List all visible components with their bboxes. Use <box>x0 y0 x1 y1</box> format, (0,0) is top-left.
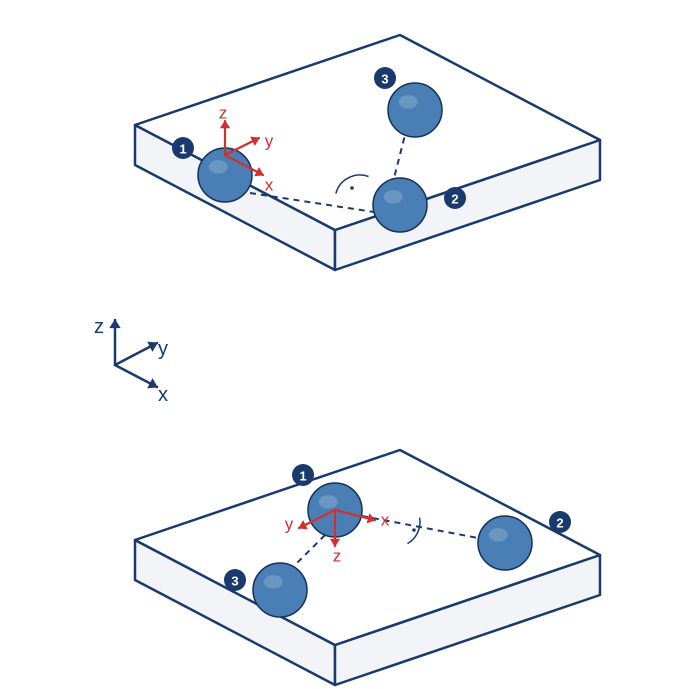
node-badge-1: 1 <box>172 137 194 159</box>
node-badge-label: 1 <box>179 142 186 157</box>
sphere-3 <box>388 83 442 137</box>
node-badge-label: 3 <box>231 574 238 589</box>
global-axis-label-z: z <box>94 316 104 338</box>
node-badge-3: 3 <box>374 67 396 89</box>
sphere-2 <box>373 178 427 232</box>
global-axes: z y x <box>94 316 168 406</box>
node-badge-1: 1 <box>292 464 314 486</box>
global-axis-label-x: x <box>158 384 168 406</box>
node-badge-label: 3 <box>381 72 388 87</box>
diagram-canvas: 1 2 3 z y x 1 2 3 y z x z y x <box>0 0 673 689</box>
axis-label-y: y <box>285 515 294 534</box>
global-axis-label-y: y <box>158 338 168 360</box>
node-badge-2: 2 <box>549 511 571 533</box>
axis-label-x: x <box>381 511 390 530</box>
upper-slab: 1 2 3 z y x <box>135 35 600 270</box>
node-badge-3: 3 <box>224 569 246 591</box>
axis-label-z: z <box>333 547 342 566</box>
sphere-2 <box>478 516 532 570</box>
node-badge-label: 2 <box>451 192 458 207</box>
sphere-3 <box>253 563 307 617</box>
node-badge-2: 2 <box>444 187 466 209</box>
lower-slab: 1 2 3 y z x <box>135 450 600 685</box>
node-badge-label: 1 <box>299 469 306 484</box>
axis-label-z: z <box>219 104 228 123</box>
node-badge-label: 2 <box>556 516 563 531</box>
axis-label-x: x <box>265 176 274 195</box>
axis-label-y: y <box>265 132 274 151</box>
